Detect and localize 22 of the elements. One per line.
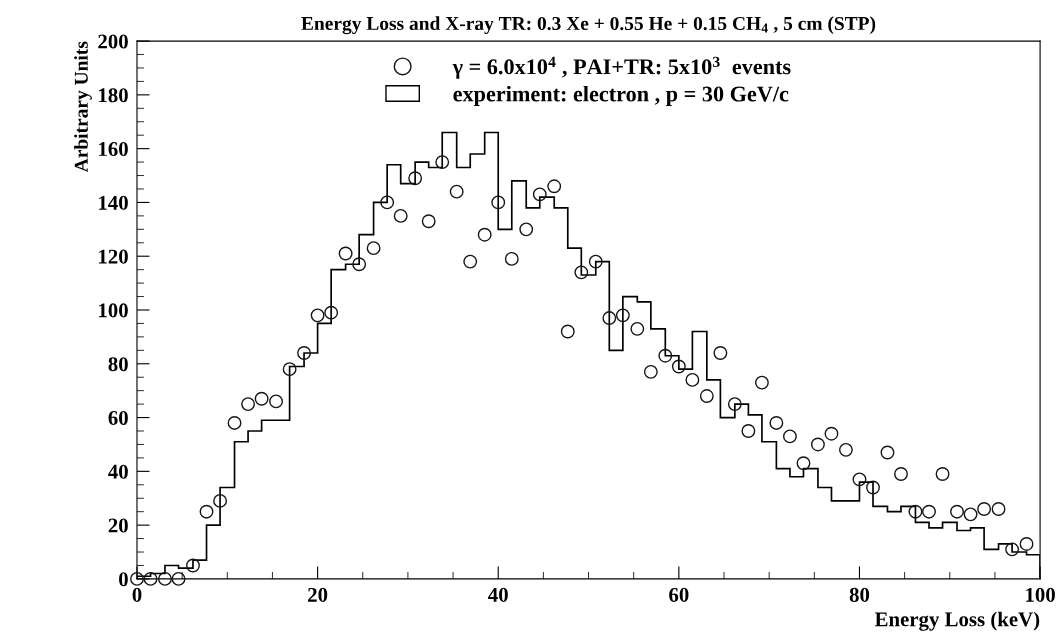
- x-tick-label: 80: [849, 587, 870, 602]
- x-tick-label: 100: [1026, 587, 1055, 602]
- y-tick-label: 120: [99, 249, 128, 264]
- x-tick-label: 60: [669, 587, 689, 602]
- y-tick-label: 100: [99, 303, 128, 318]
- x-tick-label: 20: [308, 587, 328, 602]
- y-tick-label: 180: [99, 88, 128, 103]
- x-axis-title: Energy Loss (keV): [874, 611, 1040, 631]
- x-tick-label: 0: [132, 587, 142, 602]
- y-tick-label: 40: [108, 464, 128, 479]
- x-tick-label: 40: [488, 587, 508, 602]
- legend-label: experiment: electron , p = 30 GeV/c: [453, 85, 789, 107]
- y-tick-label: 140: [99, 195, 128, 210]
- y-tick-label: 20: [108, 518, 128, 533]
- legend-label: γ = 6.0x10$^{4}$ , PAI+TR: 5x10$^{3}$ events: [452, 56, 791, 79]
- y-tick-label: 80: [108, 357, 128, 372]
- y-tick-label: 160: [99, 142, 128, 157]
- y-tick-label: 0: [119, 572, 128, 587]
- chart-title: Energy Loss and X-ray TR: 0.3 Xe + 0.55 He + 0.15 CH$_{4}$ , 5 cm (STP): [301, 16, 876, 35]
- y-axis-title: Arbitrary Units: [74, 41, 92, 173]
- y-tick-label: 60: [108, 410, 128, 425]
- y-tick-label: 200: [98, 34, 128, 49]
